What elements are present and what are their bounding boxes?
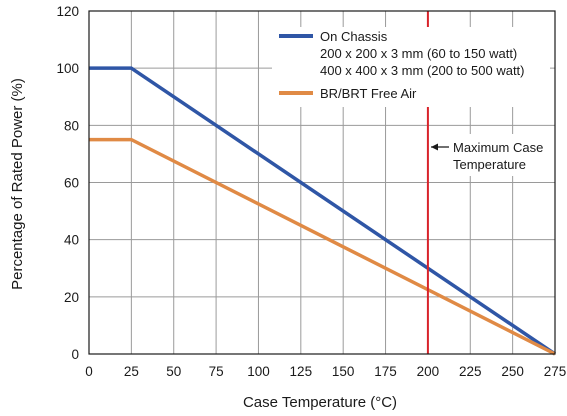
y-axis-title: Percentage of Rated Power (%) <box>9 78 26 290</box>
series-line-br-brt-free-air <box>89 137 556 356</box>
x-axis-title: Case Temperature (°C) <box>243 394 397 411</box>
legend-label-free-air: BR/BRT Free Air <box>320 86 417 101</box>
plot-frame <box>88 10 556 355</box>
x-tick-label-50: 50 <box>166 364 181 379</box>
annotation-line-2: Temperature <box>453 157 526 172</box>
series-lines <box>89 66 556 356</box>
y-axis-ticks: 0 20 40 60 80 100 120 <box>56 4 79 362</box>
annotation-background <box>433 134 537 176</box>
legend-detail-line-1: 200 x 200 x 3 mm (60 to 150 watt) <box>320 46 517 61</box>
legend: On Chassis 200 x 200 x 3 mm (60 to 150 w… <box>272 27 550 107</box>
legend-background <box>272 27 550 107</box>
annotation-line-1: Maximum Case <box>453 140 543 155</box>
y-tick-label-80: 80 <box>64 118 79 133</box>
x-tick-label-225: 225 <box>459 364 482 379</box>
x-tick-label-175: 175 <box>374 364 397 379</box>
x-tick-label-150: 150 <box>332 364 355 379</box>
x-tick-label-200: 200 <box>417 364 440 379</box>
x-tick-label-0: 0 <box>85 364 93 379</box>
legend-label-on-chassis: On Chassis <box>320 29 388 44</box>
annotation-arrowhead-icon <box>431 143 438 151</box>
y-tick-label-120: 120 <box>56 4 79 19</box>
max-temp-annotation: Maximum Case Temperature <box>431 134 543 176</box>
x-tick-label-125: 125 <box>290 364 313 379</box>
legend-detail-line-2: 400 x 400 x 3 mm (200 to 500 watt) <box>320 63 525 78</box>
x-tick-label-75: 75 <box>209 364 224 379</box>
y-tick-label-20: 20 <box>64 290 79 305</box>
y-tick-label-60: 60 <box>64 176 79 191</box>
x-axis-ticks: 0 25 50 75 100 125 150 175 200 225 250 275 <box>85 364 566 379</box>
x-tick-label-250: 250 <box>501 364 524 379</box>
x-tick-label-275: 275 <box>544 364 567 379</box>
y-tick-label-0: 0 <box>71 347 79 362</box>
y-tick-label-40: 40 <box>64 233 79 248</box>
series-line-on-chassis <box>89 66 556 356</box>
x-tick-label-100: 100 <box>247 364 270 379</box>
y-tick-label-100: 100 <box>56 61 79 76</box>
x-tick-label-25: 25 <box>124 364 139 379</box>
